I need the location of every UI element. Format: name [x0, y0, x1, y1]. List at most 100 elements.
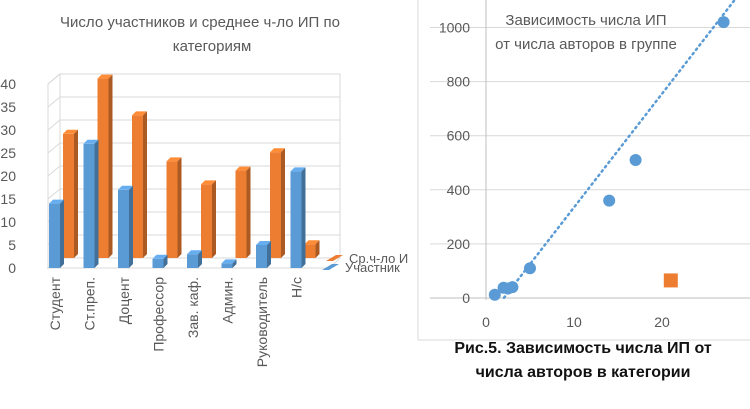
scatter-y-tick-label: 0: [462, 290, 470, 306]
bar-avg-ip: [201, 184, 212, 258]
bar-x-tick-label: Доцент: [116, 276, 132, 324]
bar-avg-ip-top: [63, 129, 78, 134]
bar-x-tick-label: Н/с: [289, 277, 305, 298]
scatter-y-tick-label: 600: [447, 128, 471, 144]
bar-participants-side: [163, 254, 168, 268]
bar-participants-side: [129, 185, 133, 268]
bar-y-tick-label: 35: [0, 99, 16, 115]
bar-participants-side: [94, 139, 99, 268]
bar-avg-ip: [97, 78, 109, 258]
scatter-chart-grid: [430, 0, 750, 300]
bar-participants-side: [301, 167, 306, 268]
bar-avg-ip-side: [74, 129, 78, 258]
figure-caption-line-1: Рис.5. Зависимость числа ИП от: [454, 340, 712, 357]
bar-participants: [187, 254, 198, 268]
scatter-y-tick-label: 200: [447, 236, 471, 252]
scatter-y-tick-label: 400: [447, 182, 471, 198]
bar-participants-side: [198, 250, 202, 268]
bar-chart: Число участников и среднее ч-ло ИП по ка…: [0, 14, 408, 367]
bar-participants-top: [256, 241, 271, 245]
bar-x-tick-label: Профессор: [151, 277, 167, 352]
scatter-chart-trendline: [502, 0, 737, 299]
scatter-point: [717, 16, 730, 29]
bar-participants-top: [83, 139, 99, 144]
bar-avg-ip-side: [315, 240, 320, 258]
bar-avg-ip-top: [304, 240, 320, 245]
bar-x-tick-label: Студент: [47, 276, 63, 330]
scatter-chart-title-line-1: Зависимость числа ИП: [505, 12, 666, 29]
bar-gridline: [47, 73, 340, 85]
bar-participants: [290, 171, 302, 268]
bar-chart-y-axis: 0 5 10 15 20 25 30 35 40: [0, 76, 16, 276]
scatter-point: [488, 288, 501, 301]
bar-chart-bars: [49, 74, 320, 268]
bar-participants: [221, 263, 233, 268]
bar-participants-top: [118, 185, 133, 190]
bar-avg-ip-side: [177, 157, 182, 258]
bar-participants-top: [49, 199, 64, 204]
bar-chart-x-axis: Студент Ст.преп. Доцент Профессор Зав. каф. А…: [47, 276, 305, 367]
bar-avg-ip-side: [212, 180, 216, 258]
bar-y-tick-label: 5: [8, 237, 16, 253]
bar-participants-top: [152, 254, 168, 259]
bar-avg-ip-side: [108, 74, 113, 258]
bar-y-tick-label: 40: [0, 76, 16, 92]
bar-gridline: [47, 165, 340, 177]
bar-x-tick-label: Админ.: [220, 277, 236, 324]
scatter-point: [506, 281, 519, 294]
legend-label-avg-ip: Ср.ч-ло И: [349, 251, 408, 266]
bar-avg-ip: [270, 152, 281, 258]
bar-avg-ip-side: [281, 148, 285, 258]
bar-avg-ip: [166, 161, 178, 258]
scatter-trendline: [502, 0, 737, 299]
bar-chart-title-line-2: категориям: [173, 38, 252, 55]
bar-y-tick-label: 10: [0, 214, 16, 230]
bar-avg-ip: [132, 115, 143, 259]
bar-avg-ip-top: [97, 74, 113, 79]
bar-gridline: [47, 142, 340, 154]
bar-participants: [49, 203, 60, 268]
bar-y-tick-label: 30: [0, 122, 16, 138]
bar-participants-top: [290, 167, 306, 172]
bar-avg-ip-top: [201, 180, 216, 185]
bar-avg-ip: [63, 133, 74, 258]
scatter-chart-points: [488, 16, 730, 301]
legend-swatch-participants: [322, 264, 339, 270]
scatter-point: [524, 262, 536, 275]
bar-participants: [256, 245, 267, 268]
bar-gridline: [47, 119, 340, 131]
scatter-x-tick-label: 10: [566, 314, 582, 330]
bar-chart-title-line-1: Число участников и среднее ч-ло ИП по: [60, 14, 340, 31]
bar-avg-ip-top: [132, 111, 147, 116]
bar-gridline: [47, 96, 340, 108]
bar-avg-ip-top: [270, 148, 285, 153]
scatter-x-tick-label: 0: [482, 314, 490, 330]
scatter-point-square: [663, 273, 678, 288]
scatter-chart-x-axis: 0 10 20: [482, 314, 670, 330]
scatter-x-tick-label: 20: [654, 314, 670, 330]
bar-chart-legend: Ср.ч-ло И Участник: [322, 251, 408, 275]
bar-avg-ip-top: [235, 166, 251, 171]
legend-label-participants: Участник: [345, 260, 400, 275]
bar-participants-top: [221, 259, 237, 264]
scatter-y-tick-label: 1000: [439, 20, 470, 36]
legend-swatch-avg-ip: [326, 255, 343, 261]
figure-caption-line-2: числа авторов в категории: [475, 364, 691, 381]
bar-participants: [152, 258, 164, 268]
bar-y-tick-label: 20: [0, 168, 16, 184]
scatter-point: [603, 194, 616, 207]
bar-participants-top: [187, 250, 202, 255]
bar-avg-ip-top: [166, 157, 182, 162]
bar-y-tick-label: 25: [0, 145, 16, 161]
bar-participants-side: [267, 241, 271, 268]
bar-avg-ip-side: [143, 111, 147, 259]
bar-participants: [118, 189, 129, 268]
scatter-point: [629, 154, 642, 167]
bar-participants-side: [232, 259, 237, 268]
bar-participants-side: [60, 199, 64, 268]
scatter-chart-title-line-2: от числа авторов в группе: [495, 36, 677, 53]
bar-avg-ip: [235, 170, 247, 258]
bar-x-tick-label: Руководитель: [254, 277, 270, 367]
bar-y-tick-label: 15: [0, 191, 16, 207]
